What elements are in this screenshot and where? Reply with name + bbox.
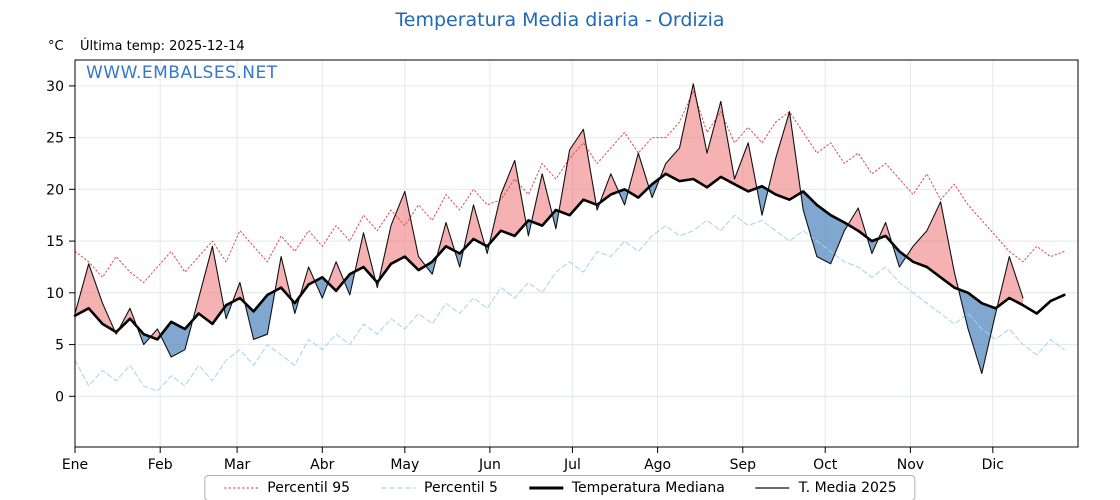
y-tick-label: 15 — [46, 234, 64, 250]
x-tick-label-nov: Nov — [897, 457, 924, 473]
chart-title: Temperatura Media diaria - Ordizia — [395, 9, 725, 31]
legend-line-sample — [381, 487, 416, 489]
x-tick-label-sep: Sep — [730, 457, 757, 473]
legend-line-sample — [224, 487, 259, 489]
series-temperatura-mediana — [73, 172, 1066, 341]
series-percentil-5 — [74, 214, 1065, 392]
y-tick-label: 0 — [55, 389, 64, 405]
x-tick-label-jun: Jun — [478, 457, 501, 473]
legend: Percentil 95 Percentil 5 Temperatura Media… — [204, 475, 916, 500]
watermark: WWW.EMBALSES.NET — [86, 63, 278, 83]
legend-label: T. Media 2025 — [798, 480, 897, 496]
x-tick-label-feb: Feb — [148, 457, 173, 473]
legend-item-temperatura-mediana: Temperatura Mediana — [528, 480, 725, 496]
series-percentil-95 — [74, 90, 1065, 283]
y-tick-label: 30 — [46, 79, 64, 95]
fill-below-median — [115, 178, 998, 374]
x-tick-label-jul: Jul — [563, 457, 581, 473]
legend-label: Percentil 5 — [424, 480, 498, 496]
x-tick-label-may: May — [390, 457, 419, 473]
legend-line-sample — [755, 487, 790, 489]
y-tick-label: 5 — [55, 338, 64, 354]
plot-border — [74, 59, 1079, 448]
legend-item-percentil-5: Percentil 5 — [380, 480, 498, 496]
legend-label: Temperatura Mediana — [571, 480, 725, 496]
y-tick-label: 25 — [46, 131, 64, 147]
x-tick-label-dic: Dic — [982, 457, 1004, 473]
y-tick-label: 20 — [46, 182, 64, 198]
x-tick-label-oct: Oct — [813, 457, 838, 473]
legend-item-percentil-95: Percentil 95 — [223, 480, 350, 496]
y-tick-label: 10 — [46, 286, 64, 302]
x-tick-label-ago: Ago — [644, 457, 671, 473]
legend-label: Percentil 95 — [267, 480, 351, 496]
x-tick-label-mar: Mar — [224, 457, 251, 473]
series-t-media-2025 — [74, 83, 1024, 375]
x-tick-label-ene: Ene — [62, 457, 88, 473]
y-axis-unit-label: °C — [48, 39, 64, 54]
legend-line-sample — [528, 486, 563, 490]
last-temp-label: Última temp: 2025-12-14 — [80, 39, 245, 54]
fill-above-median — [75, 83, 1023, 340]
x-tick-label-abr: Abr — [310, 457, 334, 473]
legend-item-t-media-2025: T. Media 2025 — [755, 480, 897, 496]
